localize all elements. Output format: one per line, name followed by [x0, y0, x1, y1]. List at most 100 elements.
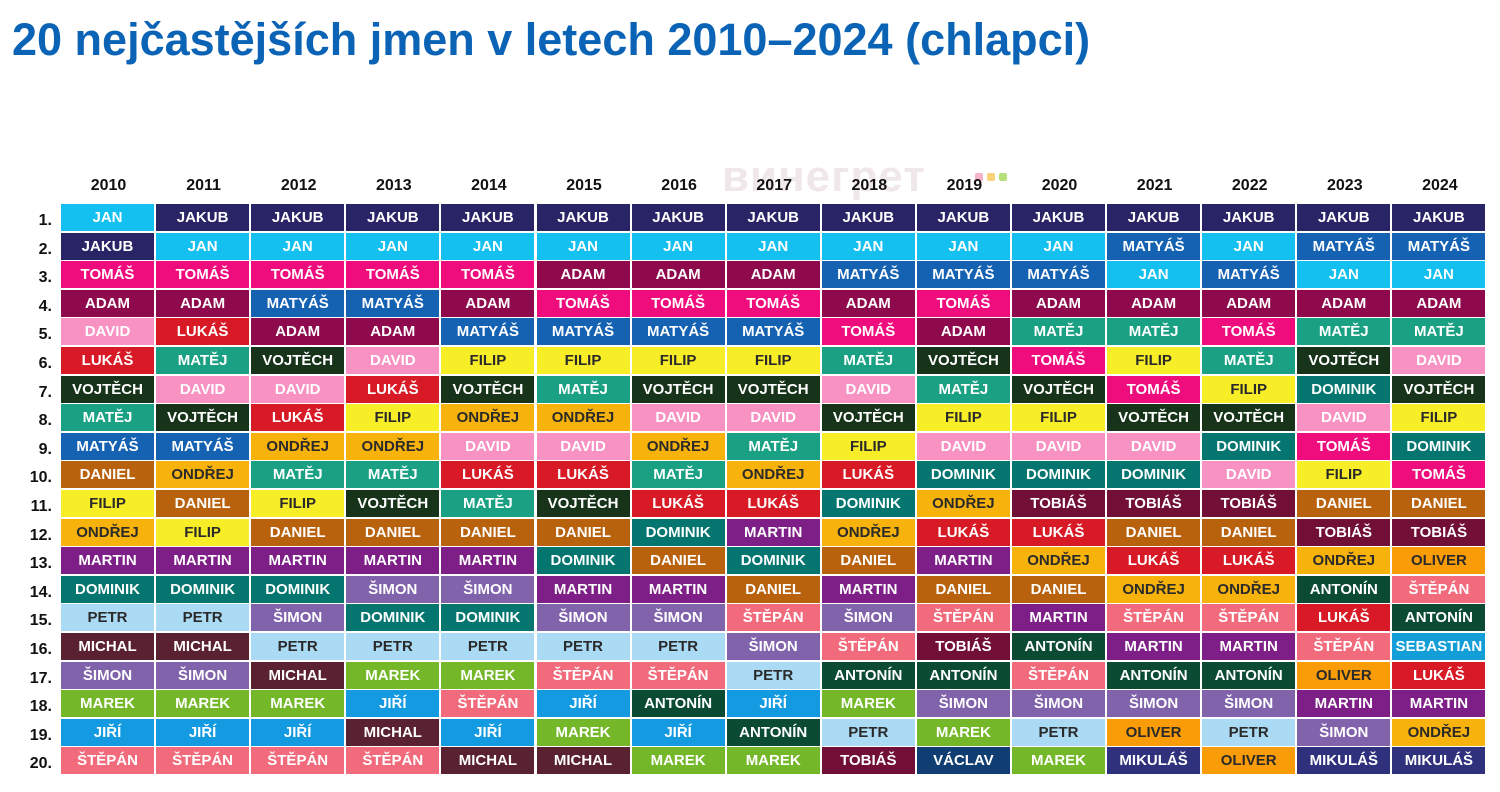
- name-cell: MATĚJ: [1297, 318, 1391, 346]
- name-cell: DAVID: [1107, 432, 1201, 460]
- name-cell: FILIP: [441, 347, 535, 374]
- name-cell: LUKÁŠ: [821, 461, 915, 489]
- name-cell: MARTIN: [61, 547, 154, 575]
- rank-label: 13.: [29, 555, 52, 573]
- name-cell: ANTONÍN: [726, 718, 820, 746]
- name-cell: FILIP: [1297, 461, 1391, 489]
- name-cell: ŠIMON: [726, 633, 820, 660]
- name-cell: ANTONÍN: [1392, 604, 1486, 632]
- name-cell: DAVID: [346, 347, 440, 374]
- name-cell: JAN: [441, 232, 535, 260]
- name-cell: TOMÁŠ: [1392, 461, 1486, 489]
- name-cell: DANIEL: [251, 518, 345, 546]
- name-cell: JAN: [1392, 261, 1486, 289]
- name-cell: MIKULÁŠ: [1392, 747, 1486, 775]
- name-cell: ŠIMON: [536, 604, 630, 632]
- name-cell: DAVID: [726, 404, 820, 432]
- name-cell: DOMINIK: [61, 575, 154, 603]
- name-cell: TOBIÁŠ: [1202, 490, 1296, 517]
- watermark: винегрет: [722, 152, 926, 201]
- name-cell: MAREK: [1012, 747, 1105, 775]
- name-cell: ŠIMON: [441, 575, 535, 603]
- year-header: 2014: [471, 177, 507, 194]
- name-cell: VOJTĚCH: [1392, 375, 1486, 403]
- name-cell: VOJTĚCH: [251, 347, 345, 374]
- name-cell: ŠTĚPÁN: [1107, 604, 1201, 632]
- name-cell: MATYÁŠ: [631, 318, 725, 346]
- name-cell: MAREK: [156, 690, 250, 718]
- name-cell: MATĚJ: [346, 461, 440, 489]
- year-header: 2016: [661, 177, 697, 194]
- name-cell: JAKUB: [441, 204, 535, 231]
- name-cell: DANIEL: [1392, 490, 1486, 517]
- name-cell: VÁCLAV: [916, 747, 1010, 775]
- name-cell: ANTONÍN: [1297, 575, 1391, 603]
- year-header: 2010: [90, 177, 127, 194]
- rank-label: 15.: [29, 612, 52, 630]
- name-cell: FILIP: [726, 347, 820, 374]
- name-cell: MATYÁŠ: [916, 261, 1010, 289]
- name-cell: MATĚJ: [536, 375, 630, 403]
- name-cell: MATYÁŠ: [251, 289, 345, 317]
- name-cell: MIKULÁŠ: [1107, 747, 1201, 775]
- name-cell: DANIEL: [916, 575, 1010, 603]
- name-cell: ŠIMON: [251, 604, 345, 632]
- name-cell: MICHAL: [536, 747, 630, 775]
- name-cell: PETR: [441, 633, 535, 660]
- year-header: 2024: [1422, 177, 1458, 194]
- name-cell: DOMINIK: [1297, 375, 1391, 403]
- name-cell: ŠIMON: [61, 661, 154, 689]
- name-cell: TOMÁŠ: [156, 261, 250, 289]
- name-cell: LUKÁŠ: [631, 490, 725, 517]
- name-cell: JAKUB: [916, 204, 1010, 231]
- name-cell: MATĚJ: [1202, 347, 1296, 374]
- name-cell: MAREK: [346, 661, 440, 689]
- name-cell: MARTIN: [346, 547, 440, 575]
- name-cell: MATĚJ: [726, 432, 820, 460]
- watermark-dot: [987, 173, 995, 181]
- name-cell: PETR: [1012, 718, 1105, 746]
- name-cell: JAKUB: [726, 204, 820, 231]
- rank-label: 10.: [29, 469, 52, 487]
- name-cell: MATĚJ: [61, 404, 154, 432]
- name-cell: MATĚJ: [916, 375, 1010, 403]
- name-cell: LUKÁŠ: [1012, 518, 1105, 546]
- name-cell: MAREK: [61, 690, 154, 718]
- name-cell: MATYÁŠ: [441, 318, 535, 346]
- name-cell: FILIP: [251, 490, 345, 517]
- name-cell: DANIEL: [536, 518, 630, 546]
- name-cell: JAKUB: [631, 204, 725, 231]
- name-cell: JAKUB: [156, 204, 250, 231]
- name-cell: ŠTĚPÁN: [1202, 604, 1296, 632]
- name-cell: JIŘÍ: [536, 690, 630, 718]
- rank-label: 12.: [29, 526, 52, 544]
- year-header: 2013: [376, 177, 412, 194]
- rank-label: 20.: [29, 755, 52, 773]
- name-cell: ONDŘEJ: [726, 461, 820, 489]
- name-cell: FILIP: [1107, 347, 1201, 374]
- name-cell: DAVID: [821, 375, 915, 403]
- name-cell: PETR: [1202, 718, 1296, 746]
- name-cell: DANIEL: [441, 518, 535, 546]
- name-cell: TOBIÁŠ: [1012, 490, 1105, 517]
- name-cell: MATYÁŠ: [1012, 261, 1105, 289]
- name-cell: MARTIN: [1012, 604, 1105, 632]
- name-cell: ŠTĚPÁN: [726, 604, 820, 632]
- name-cell: ŠTĚPÁN: [1012, 661, 1105, 689]
- rank-label: 1.: [38, 212, 52, 229]
- rank-label: 6.: [38, 355, 52, 372]
- name-cell: FILIP: [631, 347, 725, 374]
- name-cell: FILIP: [1202, 375, 1296, 403]
- name-cell: TOBIÁŠ: [1392, 518, 1486, 546]
- name-cell: ADAM: [441, 289, 535, 317]
- name-cell: ANTONÍN: [1202, 661, 1296, 689]
- name-cell: ŠIMON: [821, 604, 915, 632]
- name-cell: MICHAL: [61, 633, 154, 660]
- name-cell: ONDŘEJ: [1012, 547, 1105, 575]
- name-cell: ANTONÍN: [821, 661, 915, 689]
- name-cell: ŠTĚPÁN: [821, 633, 915, 660]
- name-cell: MATĚJ: [1012, 318, 1105, 346]
- name-cell: MICHAL: [441, 747, 535, 775]
- name-cell: MAREK: [726, 747, 820, 775]
- name-cell: DOMINIK: [726, 547, 820, 575]
